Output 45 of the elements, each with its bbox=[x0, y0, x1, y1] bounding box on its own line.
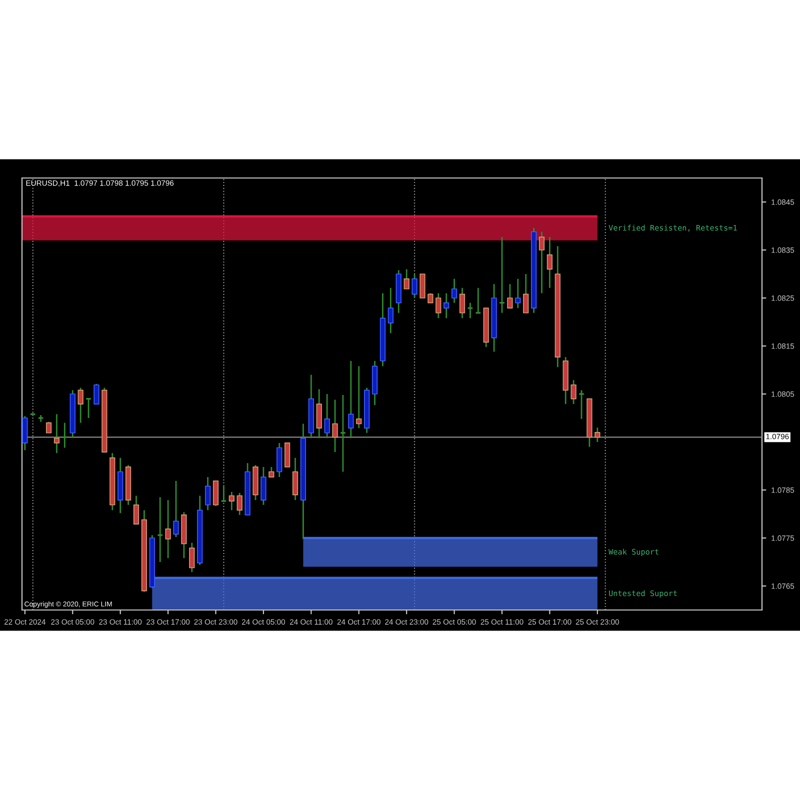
candlestick bbox=[546, 236, 553, 289]
candlestick bbox=[404, 268, 410, 290]
candlestick bbox=[94, 383, 100, 405]
candlestick bbox=[428, 292, 434, 304]
candlestick bbox=[466, 302, 474, 319]
candlestick bbox=[356, 365, 362, 429]
candlestick bbox=[459, 287, 466, 319]
candlestick bbox=[46, 421, 52, 434]
candlestick bbox=[292, 457, 298, 501]
candlestick bbox=[236, 492, 242, 516]
candlestick bbox=[578, 389, 585, 420]
candlestick bbox=[204, 476, 211, 511]
candlestick bbox=[570, 379, 576, 405]
candlestick bbox=[260, 466, 266, 506]
candlestick bbox=[451, 278, 458, 304]
candlestick bbox=[276, 442, 282, 478]
candlestick bbox=[324, 393, 330, 439]
candlestick bbox=[78, 387, 84, 424]
candlestick bbox=[444, 292, 450, 319]
candlestick bbox=[388, 287, 394, 334]
candlestick bbox=[498, 236, 506, 314]
candlestick bbox=[284, 442, 290, 468]
candlestick bbox=[436, 292, 442, 319]
candlestick bbox=[340, 394, 346, 472]
candlestick bbox=[420, 274, 426, 298]
candlestick bbox=[85, 398, 92, 419]
candlestick bbox=[523, 273, 529, 314]
candlestick bbox=[173, 480, 179, 538]
candlestick bbox=[189, 542, 195, 573]
candlestick bbox=[228, 491, 234, 511]
candlestick bbox=[594, 426, 600, 443]
candlestick bbox=[507, 283, 513, 309]
candlestick bbox=[212, 480, 219, 507]
candlestick bbox=[412, 273, 418, 299]
candlestick bbox=[220, 484, 227, 503]
candlestick bbox=[165, 499, 171, 559]
candlestick bbox=[515, 278, 521, 309]
candlestick bbox=[268, 466, 274, 478]
candlestick bbox=[54, 413, 60, 454]
candlestick bbox=[133, 495, 140, 525]
candlestick bbox=[348, 360, 354, 439]
candlestick bbox=[156, 496, 164, 563]
candlestick bbox=[538, 231, 545, 294]
candlestick bbox=[316, 388, 322, 439]
candlestick bbox=[332, 399, 338, 453]
